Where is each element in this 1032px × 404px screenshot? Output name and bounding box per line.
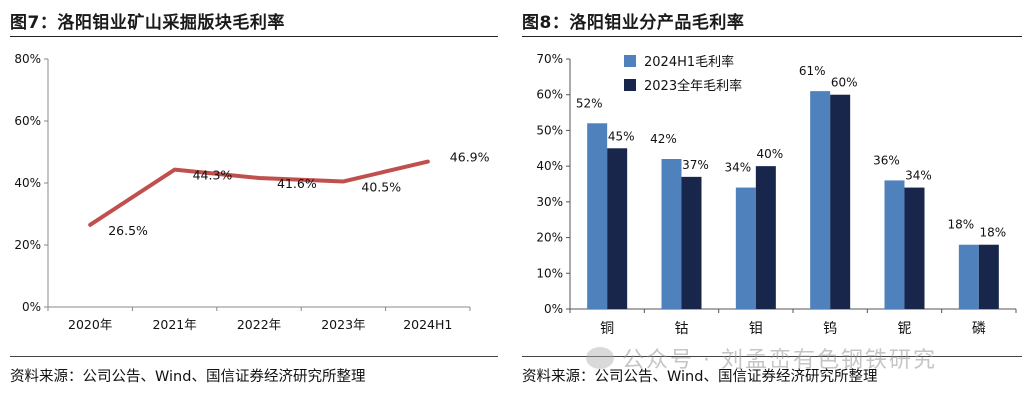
data-label: 26.5% (108, 223, 148, 238)
y-tick-label: 0% (22, 300, 41, 314)
x-tick-label: 钴 (675, 321, 689, 337)
bar-value-label: 34% (905, 169, 932, 183)
y-tick-label: 20% (536, 231, 563, 245)
data-label: 41.6% (277, 176, 317, 191)
y-tick-label: 40% (14, 176, 41, 190)
bar-chart: 0% 10% 20% 30% 40% 50% 60% 70% 铜 52% 45% 钴 42% 37% 钼 34… (536, 52, 1017, 337)
x-tick-label: 2020年 (68, 317, 112, 332)
y-tick-label: 40% (536, 159, 563, 173)
left-source-note: 资料来源：公司公告、Wind、国信证券经济研究所整理 (10, 369, 366, 385)
y-tick-label: 10% (536, 266, 563, 280)
x-tick-label: 钼 (749, 321, 763, 337)
x-tick-label: 铌 (898, 321, 912, 337)
bar-2024h1 (587, 123, 608, 310)
bar-value-label: 36% (873, 153, 900, 167)
y-tick-label: 30% (536, 195, 563, 209)
bar-2023 (830, 94, 851, 309)
watermark-text: 公众号 · 刘孟峦有色钢铁研究 (622, 348, 937, 373)
y-tick-label: 60% (14, 114, 41, 128)
data-label: 44.3% (193, 168, 233, 183)
bar-value-label: 37% (682, 158, 709, 172)
right-chart-title: 图8：洛阳钼业分产品毛利率 (522, 13, 745, 33)
bar-2023 (607, 148, 628, 309)
legend-label: 2024H1毛利率 (644, 54, 734, 70)
data-label: 40.5% (361, 179, 401, 194)
left-source-rule (10, 356, 498, 357)
x-tick-label: 2023年 (321, 317, 365, 332)
bar-2023 (755, 166, 776, 309)
y-tick-label: 80% (14, 52, 41, 66)
right-source-note: 资料来源：公司公告、Wind、国信证券经济研究所整理 (522, 369, 878, 385)
y-tick-label: 20% (14, 238, 41, 252)
bar-value-label: 45% (608, 129, 635, 143)
x-tick-label: 2024H1 (403, 317, 452, 332)
left-chart-title: 图7：洛阳钼业矿山采掘版块毛利率 (10, 13, 285, 33)
bar-value-label: 60% (831, 76, 858, 90)
y-tick-label: 50% (536, 123, 563, 137)
bar-2023 (904, 187, 925, 309)
bar-2024h1 (661, 159, 682, 309)
bar-2024h1 (735, 187, 756, 309)
x-tick-label: 磷 (972, 321, 986, 337)
watermark: 公众号 · 刘孟峦有色钢铁研究 (586, 342, 937, 374)
bar-2024h1 (810, 91, 831, 309)
line-chart: 0% 20% 40% 60% 80% 2020年 2021年 2022年 2023年 2024H1… (14, 52, 490, 332)
bar-value-label: 40% (756, 147, 783, 161)
bar-value-label: 61% (799, 64, 826, 78)
right-source-rule (522, 356, 1022, 357)
bar-2024h1 (884, 180, 905, 309)
x-tick-label: 铜 (600, 321, 614, 337)
x-tick-label: 钨 (823, 321, 837, 337)
bar-value-label: 18% (979, 226, 1006, 240)
legend-swatch (624, 55, 636, 67)
bar-value-label: 52% (576, 96, 603, 110)
right-title-rule (522, 36, 1022, 37)
bar-2023 (681, 176, 702, 309)
bar-value-label: 42% (650, 132, 677, 146)
y-tick-label: 70% (536, 52, 563, 66)
x-tick-label: 2021年 (152, 317, 196, 332)
bar-value-label: 34% (724, 161, 751, 175)
legend-label: 2023全年毛利率 (644, 78, 742, 94)
data-label: 46.9% (450, 150, 490, 165)
y-tick-label: 60% (536, 88, 563, 102)
wechat-icon (586, 347, 614, 369)
y-tick-label: 0% (544, 302, 563, 316)
left-title-rule (10, 36, 498, 37)
x-tick-label: 2022年 (237, 317, 281, 332)
bar-value-label: 18% (947, 218, 974, 232)
bar-2024h1 (958, 244, 979, 309)
legend-swatch (624, 79, 636, 91)
bar-2023 (978, 244, 999, 309)
